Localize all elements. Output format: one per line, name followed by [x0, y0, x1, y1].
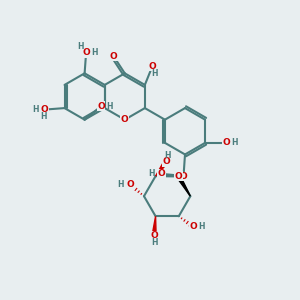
Text: H: H — [152, 68, 158, 77]
Text: O: O — [162, 157, 170, 166]
Text: H: H — [164, 152, 171, 160]
Text: O: O — [148, 62, 156, 71]
Text: O: O — [150, 232, 158, 241]
Text: O: O — [97, 102, 105, 111]
Text: O: O — [82, 48, 90, 57]
Text: H: H — [40, 112, 46, 121]
Text: H: H — [198, 222, 205, 231]
Text: O: O — [175, 172, 183, 181]
Text: H: H — [92, 48, 98, 57]
Text: H: H — [148, 169, 155, 178]
Polygon shape — [156, 160, 168, 176]
Text: O: O — [158, 169, 165, 178]
Text: H: H — [32, 105, 38, 114]
Text: H: H — [77, 42, 83, 51]
Text: O: O — [127, 180, 134, 189]
Text: H: H — [151, 238, 157, 247]
Text: O: O — [189, 222, 197, 231]
Text: O: O — [121, 115, 129, 124]
Text: H: H — [106, 102, 113, 111]
Text: O: O — [222, 138, 230, 147]
Text: H: H — [231, 138, 238, 147]
Text: O: O — [110, 52, 117, 61]
Polygon shape — [152, 216, 156, 236]
Text: O: O — [41, 105, 49, 114]
Text: H: H — [118, 180, 124, 189]
Polygon shape — [176, 174, 190, 196]
Text: O: O — [180, 172, 188, 181]
